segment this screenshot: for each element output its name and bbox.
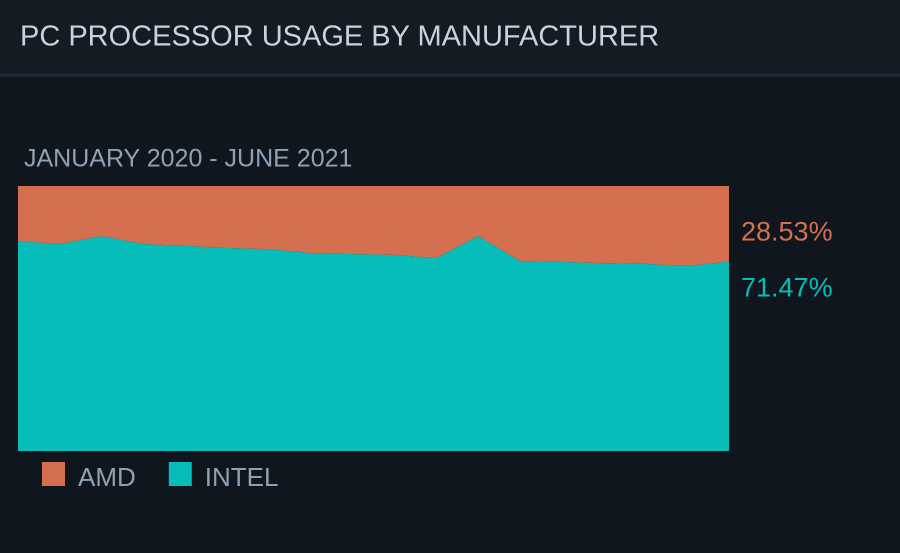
end-value-label: 28.53%: [741, 217, 833, 247]
area: [18, 186, 729, 267]
chart-subtitle: JANUARY 2020 - JUNE 2021: [24, 145, 352, 173]
end-value-label: 71.47%: [741, 273, 833, 303]
area: [18, 236, 729, 451]
legend-swatch: [168, 462, 192, 486]
legend-label: AMD: [78, 462, 136, 492]
header-band: [0, 0, 900, 74]
legend-label: INTEL: [205, 462, 279, 492]
chart-title: PC PROCESSOR USAGE BY MANUFACTURER: [20, 21, 659, 53]
legend-swatch: [42, 462, 65, 486]
